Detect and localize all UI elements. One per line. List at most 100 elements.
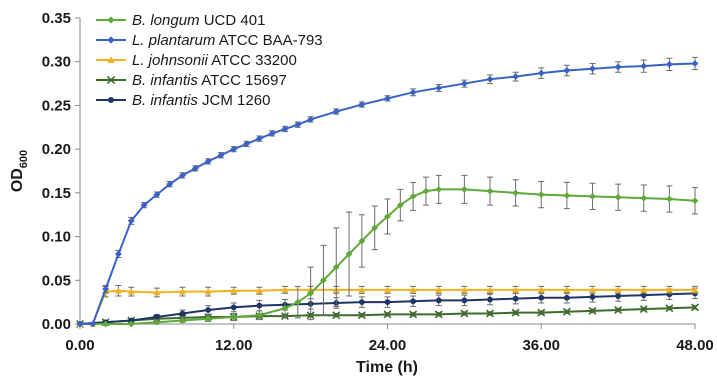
data-point bbox=[563, 294, 570, 301]
legend-label-rest: JCM 1260 bbox=[198, 92, 271, 109]
y-tick-label: 0.20 bbox=[42, 141, 71, 158]
data-point bbox=[589, 192, 596, 200]
x-tick-label: 0.00 bbox=[65, 337, 94, 354]
data-point bbox=[665, 195, 673, 203]
data-point bbox=[665, 286, 673, 293]
data-point bbox=[383, 310, 392, 319]
legend-marker bbox=[107, 36, 115, 44]
x-tick-label: 36.00 bbox=[522, 337, 560, 354]
data-point bbox=[537, 286, 545, 293]
data-point bbox=[281, 304, 289, 312]
data-point bbox=[255, 135, 263, 143]
data-point bbox=[332, 311, 341, 320]
x-tick-label: 12.00 bbox=[215, 337, 253, 354]
x-axis-title: Time (h) bbox=[356, 359, 418, 376]
data-point bbox=[486, 75, 494, 83]
data-point bbox=[588, 306, 597, 315]
legend-marker bbox=[107, 96, 115, 104]
legend-label-italic: B. infantis bbox=[132, 72, 198, 89]
data-point bbox=[179, 171, 186, 179]
legend-marker bbox=[107, 56, 115, 63]
legend-marker bbox=[107, 16, 115, 24]
data-point bbox=[614, 306, 623, 314]
legend-item: B. longum UCD 401 bbox=[96, 12, 265, 29]
data-point bbox=[691, 286, 699, 293]
data-point bbox=[410, 298, 417, 305]
legend-label: B. infantis JCM 1260 bbox=[132, 92, 270, 109]
data-point bbox=[691, 60, 699, 67]
data-point bbox=[332, 263, 340, 271]
legend-label: B. infantis ATCC 15697 bbox=[132, 72, 287, 89]
data-point bbox=[230, 313, 238, 321]
legend-label-rest: ATCC BAA-793 bbox=[215, 32, 322, 49]
legend-label-rest: ATCC 15697 bbox=[198, 72, 287, 89]
data-point bbox=[102, 285, 110, 293]
data-point bbox=[127, 320, 135, 328]
data-point bbox=[179, 317, 186, 324]
legend-label: B. longum UCD 401 bbox=[132, 12, 265, 29]
series-1 bbox=[76, 174, 699, 328]
data-point bbox=[512, 189, 520, 197]
x-tick-label: 48.00 bbox=[676, 337, 714, 354]
data-point bbox=[640, 62, 648, 70]
y-axis-title: OD600 bbox=[9, 150, 30, 192]
data-point bbox=[255, 287, 263, 294]
data-point bbox=[128, 317, 135, 324]
data-point bbox=[435, 84, 443, 92]
data-point bbox=[127, 217, 135, 225]
data-point bbox=[153, 191, 161, 199]
data-point bbox=[281, 286, 289, 293]
y-axis-title-main: OD bbox=[9, 168, 26, 192]
y-tick-label: 0.05 bbox=[42, 272, 71, 289]
series-layer bbox=[76, 56, 699, 328]
data-point bbox=[434, 310, 443, 319]
data-point bbox=[435, 286, 443, 293]
data-point bbox=[665, 304, 674, 313]
data-point bbox=[179, 288, 186, 295]
data-point bbox=[460, 286, 468, 293]
legend-item: B. infantis ATCC 15697 bbox=[96, 72, 287, 89]
x-axis-ticks: 0.00 12.00 24.00 36.00 48.00 bbox=[65, 324, 714, 354]
data-point bbox=[89, 320, 97, 328]
data-point bbox=[460, 80, 468, 87]
legend-marker bbox=[106, 75, 116, 85]
legend: B. longum UCD 401 L. plantarum ATCC BAA-7… bbox=[96, 12, 323, 109]
data-point bbox=[345, 250, 353, 258]
data-point bbox=[512, 286, 520, 293]
data-point bbox=[691, 197, 699, 205]
data-point bbox=[666, 291, 673, 298]
data-point bbox=[230, 304, 237, 311]
data-point bbox=[140, 201, 148, 209]
data-point bbox=[127, 288, 135, 295]
legend-label-italic: L. johnsonii bbox=[132, 52, 209, 69]
data-point bbox=[384, 213, 391, 220]
data-point bbox=[409, 286, 417, 293]
data-point bbox=[562, 307, 571, 316]
data-point bbox=[589, 65, 596, 73]
data-point bbox=[614, 193, 622, 201]
data-point bbox=[563, 67, 571, 74]
data-point bbox=[384, 286, 391, 293]
data-point bbox=[332, 108, 340, 115]
data-point bbox=[320, 276, 327, 284]
data-point bbox=[243, 140, 250, 148]
data-point bbox=[384, 299, 391, 306]
data-point bbox=[358, 286, 366, 293]
data-point bbox=[384, 95, 391, 102]
data-point bbox=[461, 297, 468, 304]
legend-label-italic: L. plantarum bbox=[132, 32, 215, 49]
data-point bbox=[486, 309, 494, 318]
data-point bbox=[409, 88, 417, 96]
data-point bbox=[191, 164, 199, 172]
data-point bbox=[486, 187, 494, 195]
series-line bbox=[80, 62, 696, 325]
data-point bbox=[204, 288, 212, 295]
y-tick-label: 0.15 bbox=[42, 185, 71, 202]
data-point bbox=[204, 157, 212, 165]
data-point bbox=[396, 201, 404, 209]
data-point bbox=[217, 151, 225, 159]
data-point bbox=[205, 307, 212, 313]
data-point bbox=[153, 314, 160, 320]
data-point bbox=[589, 294, 596, 300]
